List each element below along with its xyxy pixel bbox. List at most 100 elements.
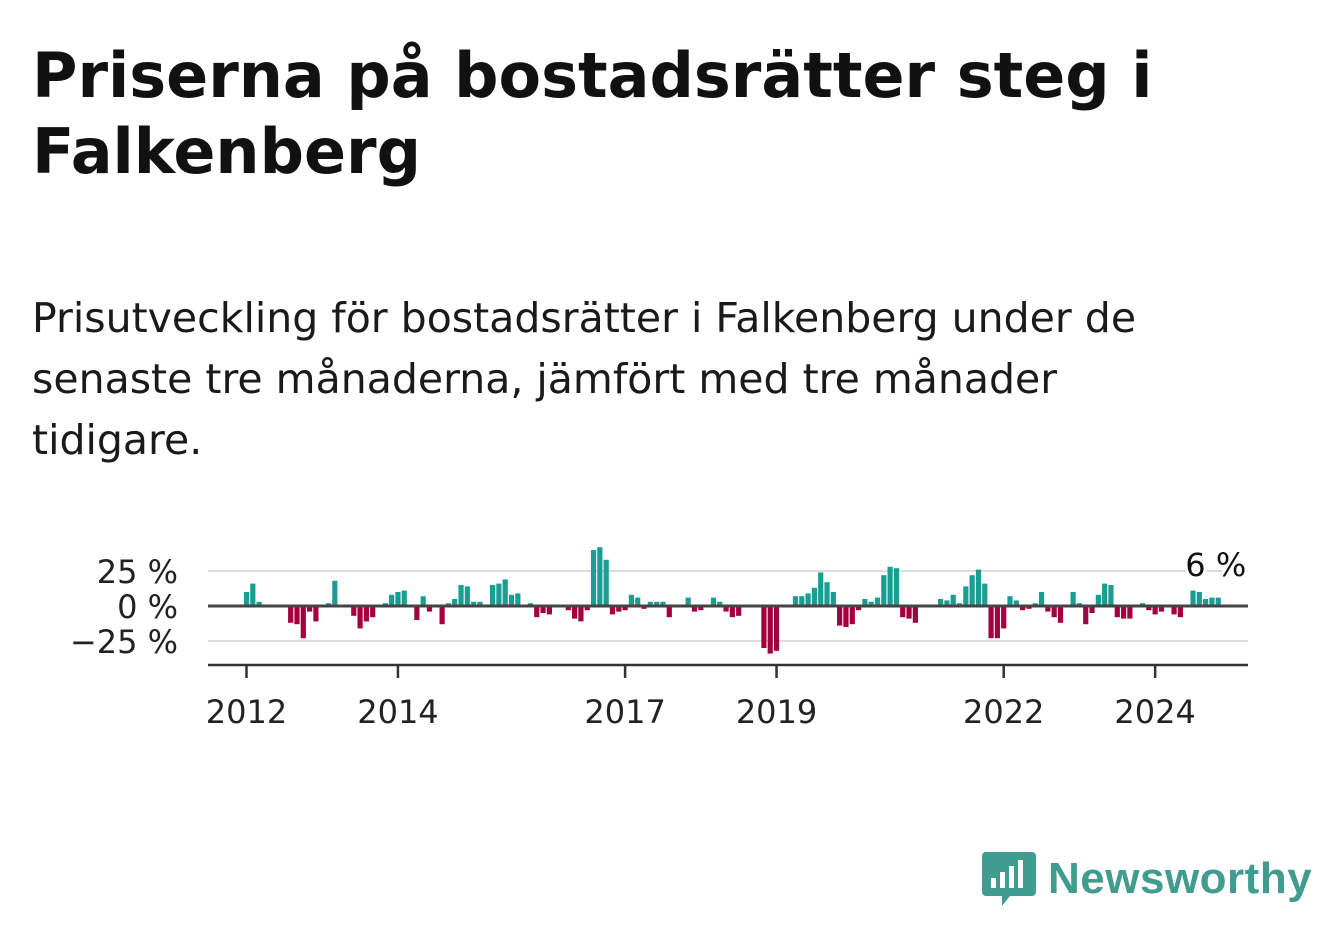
bar xyxy=(736,606,742,616)
bar xyxy=(489,585,496,606)
bar xyxy=(635,597,641,606)
x-tick-label: 2019 xyxy=(736,693,817,731)
gridlines xyxy=(208,570,1248,642)
bar xyxy=(906,606,912,619)
bar xyxy=(1070,592,1076,606)
x-tick-label: 2014 xyxy=(357,693,438,731)
bar xyxy=(307,606,313,612)
bar xyxy=(1007,596,1013,606)
bar xyxy=(508,594,515,606)
bar xyxy=(837,606,843,626)
bar xyxy=(250,583,256,606)
y-tick-label: 0 % xyxy=(117,588,178,626)
bar-chart: 25 %0 %−25 % 2012 2014 2017 2019 2022 2024 6 % xyxy=(70,543,1249,731)
bar xyxy=(994,606,1000,639)
bar xyxy=(1120,606,1127,619)
bar xyxy=(1114,606,1120,618)
bar xyxy=(950,594,956,606)
bar xyxy=(862,599,868,606)
bar xyxy=(912,606,918,623)
bar xyxy=(502,579,508,606)
bar xyxy=(540,606,546,613)
bar xyxy=(1127,606,1133,619)
bar xyxy=(628,594,635,606)
bar xyxy=(710,597,717,606)
bar xyxy=(900,606,906,618)
bar xyxy=(1196,592,1202,606)
brand-logo: Newsworthy xyxy=(980,848,1312,910)
bar xyxy=(938,599,944,606)
bar xyxy=(969,575,975,606)
bar xyxy=(1209,597,1215,606)
bar xyxy=(717,601,723,606)
bar xyxy=(288,606,294,623)
bar xyxy=(1108,585,1114,606)
bar xyxy=(849,606,855,625)
x-tick-label: 2022 xyxy=(963,693,1044,731)
bar xyxy=(1045,606,1051,612)
bar xyxy=(622,606,628,611)
bar xyxy=(1152,606,1158,615)
brand-name: Newsworthy xyxy=(1048,854,1313,903)
bar xyxy=(1083,606,1089,625)
x-tick-label: 2024 xyxy=(1114,693,1195,731)
bar xyxy=(1013,600,1019,606)
bar xyxy=(1095,594,1101,606)
bar xyxy=(868,601,874,606)
bar xyxy=(546,606,552,615)
bar xyxy=(1146,606,1152,611)
bar xyxy=(1057,606,1064,623)
bar xyxy=(698,606,704,611)
bar xyxy=(988,606,994,639)
bar xyxy=(256,601,262,606)
bar xyxy=(660,601,666,606)
bars xyxy=(243,547,1221,654)
bar xyxy=(1158,606,1165,612)
bar xyxy=(357,606,363,629)
bar xyxy=(824,582,830,606)
bar xyxy=(294,606,300,625)
bar xyxy=(975,569,982,606)
bar xyxy=(1171,606,1177,615)
bar xyxy=(1102,583,1108,606)
newsworthy-logo-icon xyxy=(982,852,1036,906)
bar xyxy=(1089,606,1095,613)
bar xyxy=(1020,606,1026,611)
bar xyxy=(496,583,502,606)
bar xyxy=(1203,599,1209,606)
bar xyxy=(401,590,407,606)
bar xyxy=(647,601,653,606)
bar xyxy=(1215,597,1221,606)
last-value-label: 6 % xyxy=(1185,546,1246,584)
bar xyxy=(874,597,881,606)
chart-subtitle: Prisutveckling för bostadsrätter i Falke… xyxy=(32,294,1137,464)
bar xyxy=(471,601,477,606)
bar xyxy=(893,568,900,606)
bar xyxy=(370,606,376,618)
bar xyxy=(616,606,622,612)
bar xyxy=(1190,590,1196,606)
bar xyxy=(439,606,445,625)
bar xyxy=(426,606,433,612)
bar xyxy=(761,606,767,648)
bar xyxy=(1038,592,1045,606)
bar xyxy=(792,596,799,606)
bar xyxy=(534,606,540,618)
bar xyxy=(830,592,836,606)
bar xyxy=(1001,606,1007,629)
bar xyxy=(1177,606,1183,618)
bar xyxy=(1051,606,1057,618)
bar xyxy=(458,585,464,606)
bar xyxy=(363,606,369,622)
bar xyxy=(351,606,357,616)
bar xyxy=(395,592,401,606)
bar xyxy=(723,606,729,612)
bar xyxy=(818,572,824,606)
bar xyxy=(729,606,735,618)
bar xyxy=(584,606,590,611)
bar xyxy=(767,606,773,654)
bar xyxy=(609,606,616,615)
bar xyxy=(654,601,660,606)
y-tick-label: 25 % xyxy=(97,553,178,591)
labels: 25 %0 %−25 % 2012 2014 2017 2019 2022 2024 6 % xyxy=(70,543,1249,731)
